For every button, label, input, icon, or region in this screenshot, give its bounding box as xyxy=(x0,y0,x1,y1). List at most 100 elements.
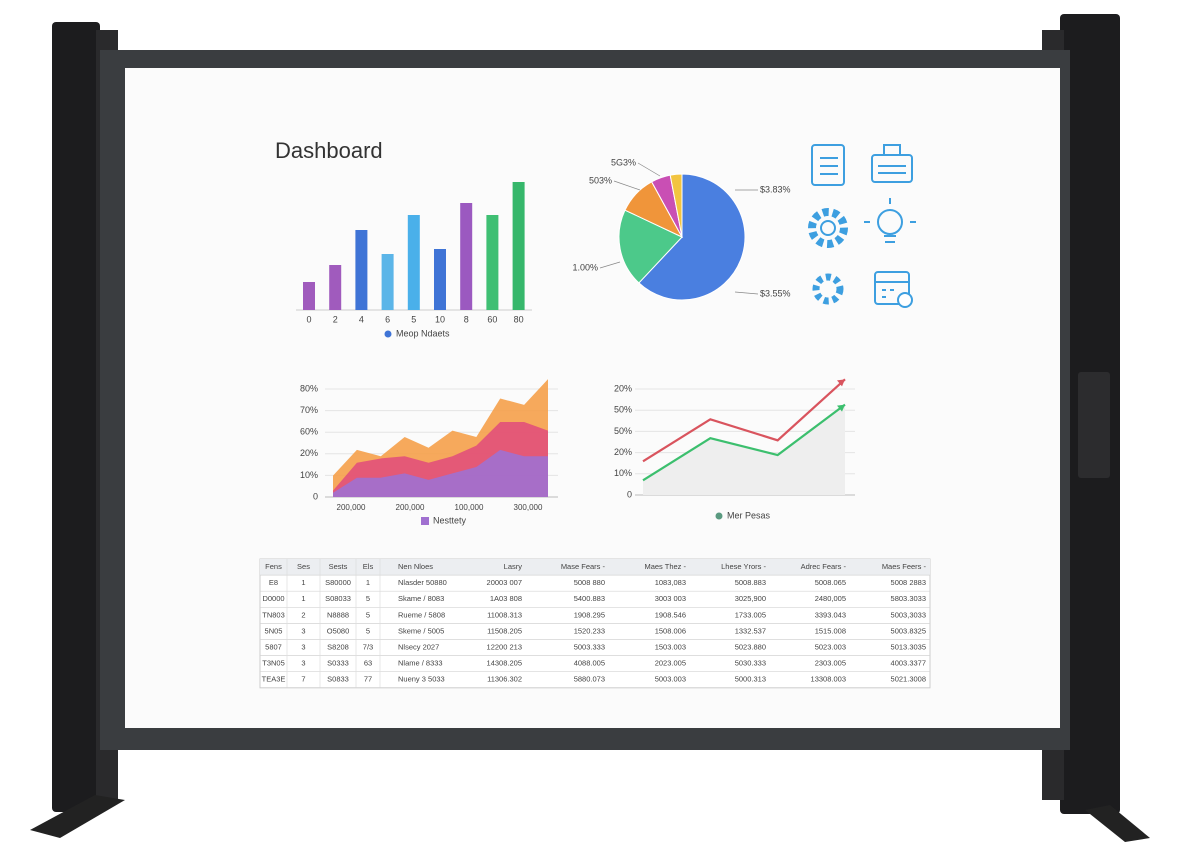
bar xyxy=(381,254,394,310)
pie-annotation: 5G3% xyxy=(611,157,636,167)
bar xyxy=(460,203,473,310)
x-tick-label: 6 xyxy=(385,314,390,324)
y-tick-label: 50% xyxy=(614,405,632,415)
leader-line xyxy=(637,162,661,177)
table-header-cell: Lhese Yrors - xyxy=(721,562,766,571)
legend-label: Meop Ndaets xyxy=(396,328,450,338)
table-cell: 3 xyxy=(301,626,305,635)
legend-swatch xyxy=(384,330,392,338)
gear-icon xyxy=(808,208,848,248)
table-cell: 1908.295 xyxy=(574,610,605,619)
table-cell: 3025,900 xyxy=(735,594,766,603)
table-cell: Skeme / 5005 xyxy=(398,626,444,635)
table-cell: 5 xyxy=(366,594,370,603)
pie-annotation: $3.55% xyxy=(760,288,791,298)
table-cell: 1083,083 xyxy=(655,578,686,587)
table-cell: 13308.003 xyxy=(811,675,846,684)
table-header-cell: Lasry xyxy=(504,562,523,571)
table-cell: Nueny 3 5033 xyxy=(398,675,445,684)
bar xyxy=(434,249,446,310)
x-tick-label: 2 xyxy=(333,314,338,324)
table-cell: T3N05 xyxy=(262,659,285,668)
calendar-check xyxy=(897,292,913,308)
legend-swatch xyxy=(421,517,429,525)
bulb-rays xyxy=(864,198,916,243)
table-cell: 5030.333 xyxy=(735,659,766,668)
table-cell: 5023.003 xyxy=(815,643,846,652)
table-cell: 63 xyxy=(364,659,372,668)
table-cell: 1508.006 xyxy=(655,626,686,635)
icons xyxy=(808,144,916,308)
x-tick-label: 300,000 xyxy=(514,503,543,512)
table-cell: 2480,005 xyxy=(815,594,846,603)
table-header-cell: Ses xyxy=(297,562,310,571)
leader-line xyxy=(734,291,759,295)
table-cell: Nlame / 8333 xyxy=(398,659,443,668)
x-tick-label: 0 xyxy=(306,314,311,324)
x-tick-label: 80 xyxy=(514,314,524,324)
table-cell: 5003.333 xyxy=(574,643,605,652)
table-cell: 5008.883 xyxy=(735,578,766,587)
left-pole xyxy=(52,22,100,812)
table-cell: 11508.205 xyxy=(487,626,522,635)
table-cell: S0833 xyxy=(327,675,349,684)
table-cell: 3 xyxy=(301,643,305,652)
clipboard-icon xyxy=(811,144,845,186)
table-cell: 2303.005 xyxy=(815,659,846,668)
pie-annotation: $3.83% xyxy=(760,184,791,194)
bar xyxy=(512,182,525,310)
table-cell: 1 xyxy=(366,578,370,587)
table-cell: D0000 xyxy=(262,594,284,603)
table-cell: 2 xyxy=(301,610,305,619)
area xyxy=(333,449,548,497)
table-cell: 1 xyxy=(301,578,305,587)
x-tick-label: 60 xyxy=(487,314,497,324)
table-cell: 5N05 xyxy=(265,626,283,635)
pie-annotation: 503% xyxy=(589,175,612,185)
left-foot xyxy=(30,795,125,838)
y-tick-label: 70% xyxy=(300,405,318,415)
x-tick-label: 10 xyxy=(435,314,445,324)
table-cell: 5003.8325 xyxy=(891,626,926,635)
table-cell: 1332.537 xyxy=(735,626,766,635)
y-tick-label: 20% xyxy=(614,383,632,393)
legend-label: Mer Pesas xyxy=(727,510,771,520)
table-cell: TN803 xyxy=(262,610,285,619)
area-shade xyxy=(643,404,845,495)
table-cell: 5013.3035 xyxy=(891,643,926,652)
table-header-cell: Maes Feers - xyxy=(882,562,927,571)
table-cell: Skame / 8083 xyxy=(398,594,444,603)
table-cell: 20003 007 xyxy=(487,578,522,587)
table-header-cell: Fens xyxy=(265,562,282,571)
table-cell: 11306.302 xyxy=(487,675,522,684)
dashboard-title: Dashboard xyxy=(275,138,383,163)
x-tick-label: 200,000 xyxy=(337,503,366,512)
table-cell: 1908.546 xyxy=(655,610,686,619)
table-cell: S8208 xyxy=(327,643,349,652)
y-tick-label: 10% xyxy=(300,470,318,480)
table-cell: 12200 213 xyxy=(487,643,522,652)
bulb-icon xyxy=(877,209,903,235)
table-cell: 5008 2883 xyxy=(891,578,926,587)
bar xyxy=(303,282,315,310)
y-tick-label: 20% xyxy=(614,447,632,457)
table-cell: 11008.313 xyxy=(487,610,522,619)
table-cell: Rueme / 5808 xyxy=(398,610,445,619)
table-cell: 3003 003 xyxy=(655,594,686,603)
gear-hub xyxy=(820,220,836,236)
table-cell: 5000.313 xyxy=(735,675,766,684)
table-cell: 5021.3008 xyxy=(891,675,926,684)
y-tick-label: 0 xyxy=(313,491,318,501)
table-cell: 5 xyxy=(366,626,370,635)
table-cell: 5880.073 xyxy=(574,675,605,684)
case-details xyxy=(878,144,906,174)
table-cell: 4088.005 xyxy=(574,659,605,668)
x-tick-label: 5 xyxy=(411,314,416,324)
y-tick-label: 20% xyxy=(300,448,318,458)
table-header-cell: Sests xyxy=(329,562,348,571)
table-cell: 5803.3033 xyxy=(891,594,926,603)
table-cell: 3 xyxy=(301,659,305,668)
x-tick-label: 100,000 xyxy=(455,503,484,512)
